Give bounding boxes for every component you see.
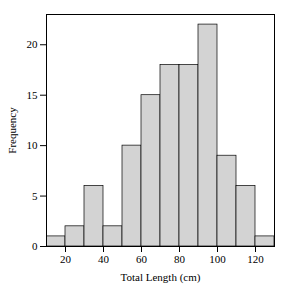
svg-text:20: 20 xyxy=(27,38,39,50)
svg-text:20: 20 xyxy=(60,253,72,265)
svg-text:Frequency: Frequency xyxy=(6,107,18,154)
svg-text:0: 0 xyxy=(32,240,38,252)
svg-text:15: 15 xyxy=(27,89,39,101)
svg-text:100: 100 xyxy=(209,253,226,265)
svg-text:80: 80 xyxy=(174,253,186,265)
svg-text:10: 10 xyxy=(27,139,39,151)
svg-text:60: 60 xyxy=(136,253,148,265)
svg-text:40: 40 xyxy=(98,253,110,265)
svg-text:5: 5 xyxy=(32,190,38,202)
svg-text:Total Length (cm): Total Length (cm) xyxy=(121,271,201,284)
svg-text:120: 120 xyxy=(247,253,264,265)
